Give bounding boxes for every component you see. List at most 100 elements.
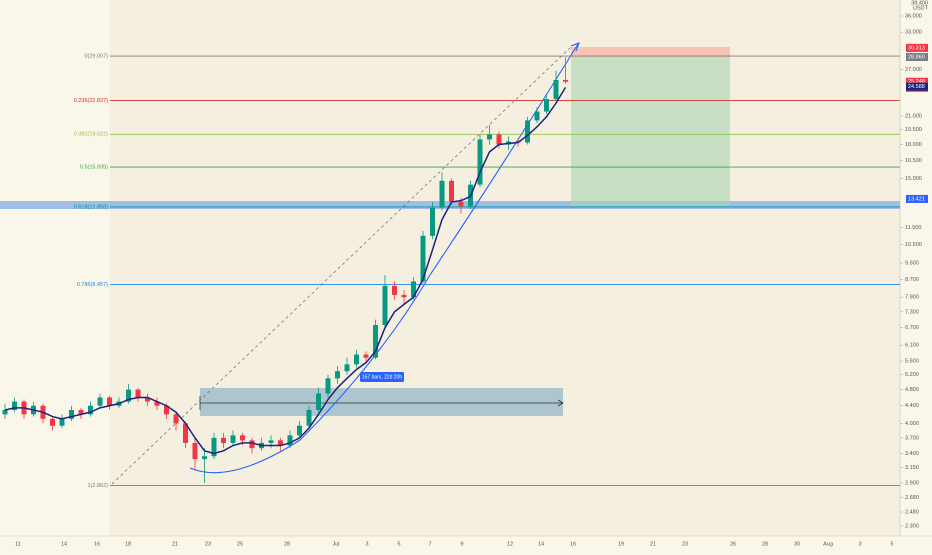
candle-body: [249, 440, 255, 449]
candle-body: [221, 437, 226, 443]
date-label: 14: [538, 541, 544, 547]
date-label: 23: [205, 541, 211, 547]
candle-body: [496, 134, 502, 145]
candle-body: [316, 393, 321, 410]
date-label: 3: [365, 541, 368, 547]
candle-body: [154, 401, 160, 406]
candle-body: [88, 405, 93, 415]
date-label: 28: [284, 541, 290, 547]
price-tag-label: 24.588: [908, 84, 925, 90]
candle-body: [69, 409, 74, 419]
candle-body: [164, 405, 169, 415]
candle-body: [268, 440, 274, 443]
candle-body: [420, 235, 426, 282]
candle-body: [449, 180, 454, 203]
price-tick-label: 18.000: [905, 142, 922, 148]
candle-body: [107, 397, 112, 406]
price-tag-label: 28.860: [908, 54, 925, 60]
price-tick-label: 5.200: [905, 372, 919, 378]
date-label: Jul: [332, 541, 339, 547]
candle-body: [487, 134, 492, 140]
date-label: 30: [794, 541, 800, 547]
candle-body: [306, 409, 312, 426]
price-tick-label: 9.500: [905, 260, 919, 266]
date-label: 21: [650, 541, 656, 547]
price-tick-label: 15.000: [905, 176, 922, 182]
candle-body: [392, 285, 397, 295]
candle-body: [135, 389, 141, 398]
fib-label: 0.618(12.858): [74, 204, 108, 210]
price-tick-label: 16.500: [905, 158, 922, 164]
candle-body: [173, 414, 179, 424]
date-label: 5: [397, 541, 400, 547]
price-tag-label: 13.421: [908, 196, 925, 202]
candle-body: [411, 281, 416, 298]
price-tick-label: 21.000: [905, 113, 922, 119]
candle-body: [525, 120, 530, 143]
candle-body: [382, 285, 388, 326]
long-stop-zone: [571, 47, 730, 57]
candle-body: [363, 354, 369, 358]
candle-body: [230, 435, 236, 443]
price-tick-label: 10.500: [905, 242, 922, 248]
moving-average: [4, 86, 567, 455]
price-tick-label: 11.500: [905, 225, 921, 231]
candle-body: [59, 418, 65, 426]
date-range-box: [200, 388, 563, 416]
price-tick-label: 36.000: [905, 13, 922, 19]
candle-body: [211, 437, 217, 457]
date-label: 26: [730, 541, 736, 547]
fib-label: 1(2.862): [88, 483, 109, 489]
price-tick-label: 19.500: [905, 127, 922, 133]
price-tick-label: 4.000: [905, 421, 919, 427]
price-tag-label: 25.248: [908, 79, 925, 85]
candle-body: [430, 207, 435, 236]
price-tag: [906, 52, 928, 61]
price-tick-label: 7.300: [905, 309, 919, 315]
fib-label: 0(29.007): [84, 53, 108, 59]
candle-body: [325, 378, 331, 394]
candle-body: [439, 180, 445, 208]
axis-unit: USDT: [913, 5, 929, 11]
candle-body: [544, 99, 549, 112]
price-tick-label: 27.000: [905, 67, 922, 73]
date-label: 14: [61, 541, 67, 547]
price-tag: [906, 194, 928, 203]
candle-body: [50, 418, 55, 426]
candle-body: [183, 423, 188, 443]
price-tick-label: 6.700: [905, 325, 919, 331]
price-tick-label: 2.300: [905, 523, 919, 529]
price-tick-label: 3.150: [905, 465, 919, 471]
price-tick-label: 3.400: [905, 451, 919, 457]
price-tick-label: 7.900: [905, 295, 919, 301]
price-tag-label: 30.313: [908, 45, 925, 51]
date-label: 9: [460, 541, 463, 547]
fib-trendline: [111, 45, 573, 485]
price-tick-label: 4.800: [905, 387, 919, 393]
candle-body: [287, 435, 293, 446]
price-tag: [906, 82, 928, 91]
price-tick-label: 6.100: [905, 343, 919, 349]
price-tick-label: 2.480: [905, 509, 919, 515]
date-label: 18: [125, 541, 131, 547]
date-label: Aug: [823, 541, 833, 547]
candle-body: [401, 294, 407, 298]
candle-body: [145, 397, 150, 402]
parabolic-curve: [189, 43, 579, 474]
candle-body: [240, 435, 245, 441]
candle-body: [278, 440, 283, 446]
candle-body: [477, 139, 483, 185]
fib-label: 0.382(19.022): [74, 132, 108, 138]
range-label: 157 bars, 22d 20h: [362, 374, 403, 380]
candle-body: [202, 456, 207, 460]
price-tick-label: 8.700: [905, 277, 919, 283]
candle-body: [563, 79, 568, 82]
candle-body: [78, 409, 84, 415]
candle-body: [354, 354, 359, 365]
candle-body: [534, 111, 540, 121]
date-label: 25: [237, 541, 243, 547]
candle-body: [344, 364, 350, 372]
candle-body: [126, 389, 131, 402]
